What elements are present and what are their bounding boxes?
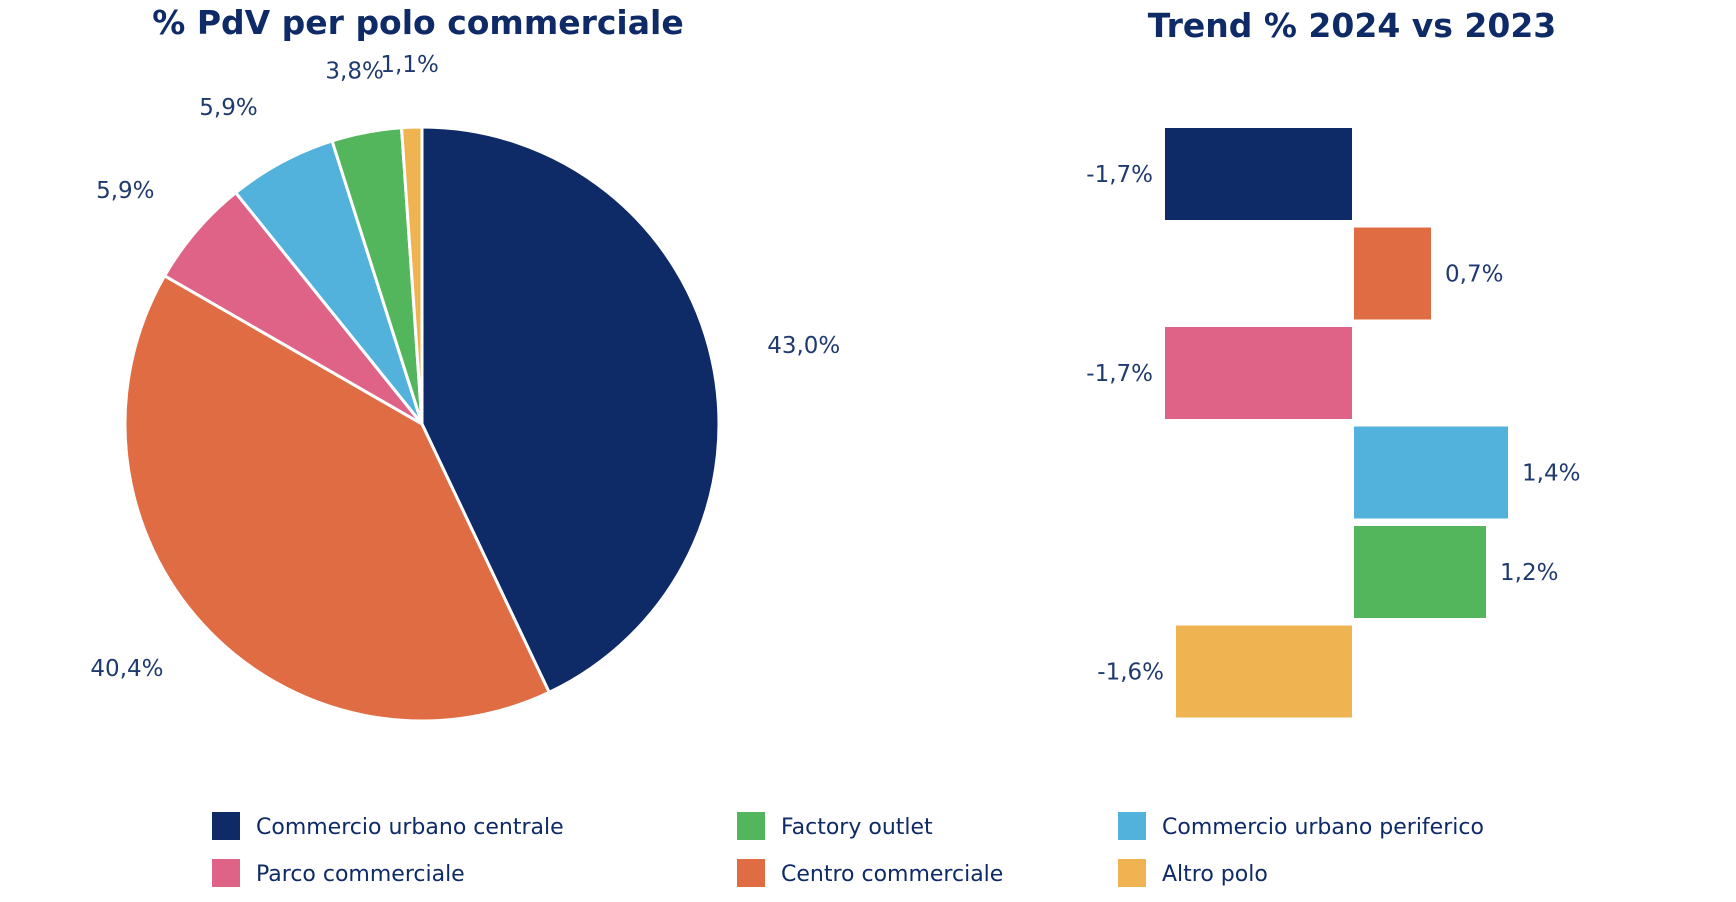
bar-parco-commerciale (1165, 327, 1352, 419)
pie-label-commercio-urbano-centrale: 43,0% (767, 333, 840, 359)
legend-swatch-altro-polo (1118, 859, 1146, 887)
legend-label-commercio-urbano-centrale: Commercio urbano centrale (256, 815, 564, 840)
pie-chart: 43,0% 40,4% 5,9% 5,9% 3,8%1,1% (90, 52, 840, 723)
bar-label-commercio-urbano-centrale: -1,7% (1086, 162, 1153, 188)
legend-label-parco-commerciale: Parco commerciale (256, 862, 465, 887)
pie-slice-commercio-urbano-centrale (420, 125, 721, 694)
pie-slice-altro-polo (400, 125, 424, 426)
legend-swatch-factory-outlet (737, 812, 765, 840)
bar-label-centro-commerciale: 0,7% (1445, 262, 1503, 288)
chart-legend: Commercio urbano centrale Factory outlet C… (212, 812, 1484, 887)
legend-label-altro-polo: Altro polo (1162, 862, 1268, 887)
pie-label-commercio-urbano-periferico: 5,9% (199, 95, 257, 121)
pie-label-centro-commerciale: 40,4% (90, 656, 163, 682)
pie-label-factory-outlet: 3,8% (325, 58, 383, 84)
bar-label-factory-outlet: 1,2% (1500, 560, 1558, 586)
legend-swatch-centro-commerciale (737, 859, 765, 887)
legend-label-commercio-urbano-periferico: Commercio urbano periferico (1162, 815, 1484, 840)
bar-chart-title: Trend % 2024 vs 2023 (1148, 6, 1557, 45)
pie-label-parco-commerciale: 5,9% (96, 178, 154, 204)
pie-chart-title: % PdV per polo commerciale (152, 3, 683, 42)
legend-swatch-commercio-urbano-periferico (1118, 812, 1146, 840)
bar-centro-commerciale (1354, 227, 1431, 320)
bar-label-altro-polo: -1,6% (1097, 660, 1164, 686)
bar-commercio-urbano-periferico (1354, 426, 1508, 519)
bar-commercio-urbano-centrale (1165, 128, 1352, 220)
legend-label-factory-outlet: Factory outlet (781, 815, 933, 840)
bar-chart: -1,7% 0,7% -1,7% 1,4% 1,2% -1,6% (1086, 128, 1580, 718)
legend-swatch-parco-commerciale (212, 859, 240, 887)
pie-slice-centro-commerciale (123, 274, 551, 723)
bar-label-commercio-urbano-periferico: 1,4% (1522, 461, 1580, 487)
legend-swatch-commercio-urbano-centrale (212, 812, 240, 840)
legend-label-centro-commerciale: Centro commerciale (781, 862, 1003, 887)
bar-factory-outlet (1354, 526, 1486, 618)
bar-altro-polo (1176, 625, 1352, 718)
pie-label-altro-polo: 1,1% (380, 52, 438, 78)
bar-label-parco-commerciale: -1,7% (1086, 361, 1153, 387)
